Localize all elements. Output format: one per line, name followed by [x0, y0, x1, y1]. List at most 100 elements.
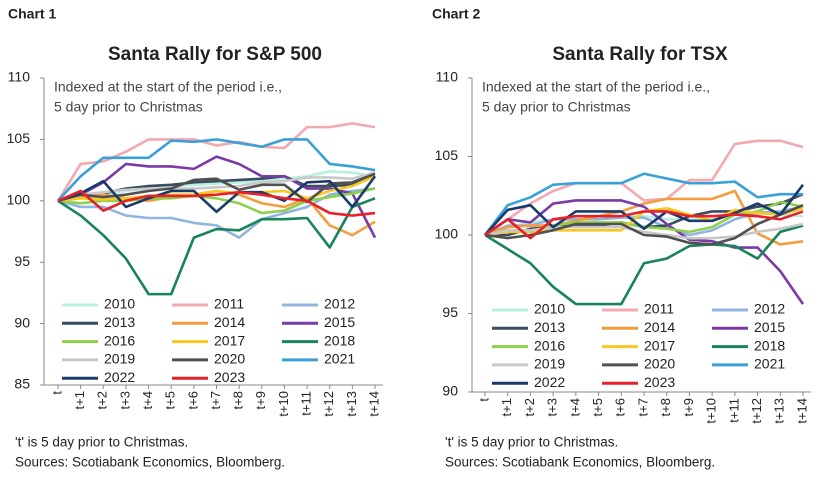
y-tick-label: 85: [14, 376, 30, 392]
footnote: Sources: Scotiabank Economics, Bloomberg…: [445, 455, 715, 470]
series-line: [57, 197, 376, 296]
legend-label: 2014: [644, 319, 675, 335]
chart: Chart 2 Santa Rally for TSX Indexed at the…: [432, 6, 811, 470]
legend-label: 2020: [644, 356, 675, 372]
annotation: 5 day prior to Christmas: [54, 99, 203, 115]
x-tick-label: t+2: [522, 398, 537, 416]
legend-label: 2010: [104, 296, 135, 312]
y-tick-label: 105: [435, 147, 459, 163]
y-tick-label: 100: [7, 192, 31, 208]
x-tick-label: t+5: [590, 398, 605, 416]
series-line: [57, 187, 376, 215]
x-tick-label: t+11: [299, 391, 314, 416]
y-tick-label: 95: [442, 304, 458, 320]
y-tick-label: 100: [435, 226, 459, 242]
x-tick-label: t+2: [95, 391, 110, 409]
legend-label: 2010: [534, 301, 565, 317]
legend-label: 2011: [214, 296, 244, 312]
legend-label: 2017: [644, 337, 675, 353]
y-tick-label: 105: [7, 130, 31, 146]
series-line: [484, 224, 804, 306]
series-line: [484, 139, 804, 237]
x-tick-label: t: [49, 391, 64, 395]
x-tick-label: t+9: [253, 391, 268, 409]
legend-label: 2022: [104, 369, 135, 385]
legend-label: 2014: [214, 314, 245, 330]
legend-label: 2015: [324, 314, 355, 330]
x-tick-label: t+3: [545, 398, 560, 416]
footnote: 't' is 5 day prior to Christmas.: [445, 435, 618, 450]
chart-label: Chart 2: [432, 6, 480, 22]
y-tick-label: 95: [14, 253, 30, 269]
y-tick-label: 90: [442, 383, 458, 399]
chart-title: Santa Rally for S&P 500: [108, 44, 322, 65]
x-tick-label: t+3: [117, 391, 132, 409]
legend-label: 2022: [534, 374, 565, 390]
legend-label: 2016: [534, 337, 565, 353]
series-line: [484, 199, 805, 305]
legend-label: 2012: [324, 296, 355, 312]
y-tick-label: 110: [436, 69, 459, 85]
legend-label: 2021: [324, 351, 355, 367]
x-tick-label: t+1: [499, 398, 514, 416]
series-line: [57, 175, 376, 203]
legend-label: 2019: [104, 351, 135, 367]
footnote: 't' is 5 day prior to Christmas.: [15, 435, 188, 450]
y-tick-label: 110: [8, 69, 31, 85]
annotation: Indexed at the start of the period i.e.,: [482, 79, 710, 95]
x-tick-label: t+11: [726, 398, 741, 423]
legend-label: 2012: [754, 301, 785, 317]
x-tick-label: t+7: [208, 391, 223, 409]
chart: Chart 1 Santa Rally for S&P 500 Indexed at…: [7, 6, 383, 470]
series-line: [484, 183, 805, 236]
series-line: [57, 170, 376, 203]
series-line: [483, 172, 803, 236]
legend-label: 2013: [104, 314, 135, 330]
x-tick-label: t+6: [185, 391, 200, 409]
legend-label: 2018: [324, 332, 355, 348]
x-tick-label: t+14: [794, 398, 809, 424]
series-line: [57, 138, 376, 202]
legend-label: 2017: [214, 332, 245, 348]
legend-label: 2011: [644, 301, 674, 317]
x-tick-label: t: [476, 398, 491, 402]
x-tick-label: t+12: [749, 398, 764, 424]
series-line: [484, 210, 804, 240]
legend-label: 2023: [214, 369, 245, 385]
series-line: [57, 189, 376, 217]
x-tick-label: t+5: [163, 391, 178, 409]
legend-label: 2015: [754, 319, 785, 335]
legend-label: 2013: [534, 319, 565, 335]
x-tick-label: t+1: [72, 391, 87, 409]
x-tick-label: t+13: [344, 391, 359, 417]
series-line: [484, 222, 804, 240]
x-tick-label: t+13: [772, 398, 787, 424]
series-line: [484, 189, 804, 246]
annotation: 5 day prior to Christmas: [482, 99, 631, 115]
x-tick-label: t+14: [366, 391, 381, 417]
x-tick-label: t+8: [658, 398, 673, 416]
x-tick-label: t+4: [567, 398, 582, 416]
footnote: Sources: Scotiabank Economics, Bloomberg…: [15, 455, 285, 470]
series-line: [57, 172, 376, 204]
legend-label: 2023: [644, 374, 675, 390]
legend-label: 2018: [754, 337, 785, 353]
x-tick-label: t+9: [681, 398, 696, 416]
chart-title: Santa Rally for TSX: [552, 44, 728, 65]
legend-label: 2020: [214, 351, 245, 367]
annotation: Indexed at the start of the period i.e.,: [54, 79, 282, 95]
legend-label: 2021: [754, 356, 785, 372]
x-tick-label: t+8: [231, 391, 246, 409]
x-tick-label: t+10: [276, 391, 291, 417]
chart-label: Chart 1: [8, 6, 56, 22]
y-tick-label: 90: [14, 314, 30, 330]
x-tick-label: t+7: [635, 398, 650, 416]
legend-label: 2016: [104, 332, 135, 348]
legend-label: 2019: [534, 356, 565, 372]
x-tick-label: t+6: [613, 398, 628, 416]
x-tick-label: t+10: [704, 398, 719, 424]
series-line: [57, 175, 377, 214]
x-tick-label: t+12: [321, 391, 336, 417]
x-tick-label: t+4: [140, 391, 155, 409]
